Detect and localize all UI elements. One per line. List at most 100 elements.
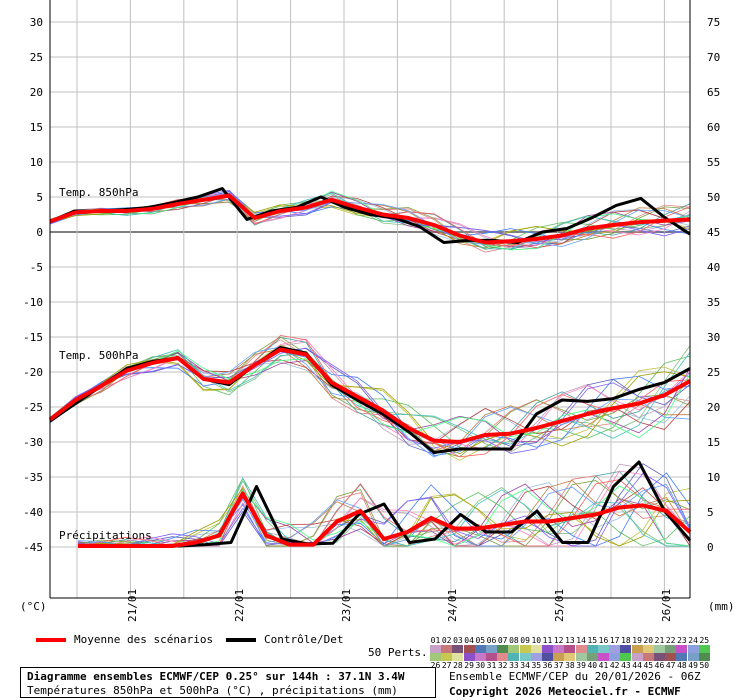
legend-mean-swatch — [36, 637, 66, 642]
pert-swatch — [631, 645, 643, 653]
pert-number: 17 — [609, 636, 620, 645]
pert-swatch — [452, 653, 464, 661]
pert-swatch — [575, 653, 587, 661]
pert-swatch — [463, 653, 475, 661]
legend-mean-label: Moyenne des scénarios — [74, 633, 214, 646]
pert-line-850 — [49, 197, 691, 250]
pert-line-850 — [49, 193, 691, 245]
right-tick-label: 45 — [707, 226, 720, 239]
pert-swatch — [430, 645, 441, 653]
pert-number: 31 — [486, 661, 497, 670]
right-tick-label: 5 — [707, 506, 714, 519]
pert-swatch — [530, 645, 542, 653]
pert-number: 43 — [621, 661, 631, 670]
pert-swatch — [430, 653, 441, 661]
left-tick-label: 0 — [36, 226, 43, 239]
pert-swatch — [553, 645, 565, 653]
x-tick-label: 26/01 — [660, 589, 673, 622]
copyright: Copyright 2026 Meteociel.fr - ECMWF — [449, 685, 681, 698]
pert-swatch — [665, 653, 677, 661]
main-series — [48, 187, 692, 548]
pert-number: 20 — [643, 636, 654, 645]
pert-number: 08 — [509, 636, 519, 645]
pert-swatch — [676, 653, 688, 661]
pert-swatch — [620, 645, 632, 653]
pert-swatch — [654, 653, 665, 661]
pert-number: 13 — [565, 636, 575, 645]
pert-swatch — [463, 645, 475, 653]
pert-number: 24 — [688, 636, 698, 645]
pert-swatch — [519, 653, 531, 661]
right-tick-label: 15 — [707, 436, 720, 449]
left-tick-label: -20 — [23, 366, 43, 379]
pert-number: 29 — [464, 661, 474, 670]
pert-number: 36 — [542, 661, 553, 670]
left-tick-label: -40 — [23, 506, 43, 519]
pert-swatch — [542, 653, 553, 661]
left-tick-label: 10 — [30, 156, 43, 169]
pert-number: 26 — [430, 661, 441, 670]
right-tick-label: 25 — [707, 366, 720, 379]
x-tick-label: 24/01 — [446, 589, 459, 622]
pert-number: 15 — [587, 636, 598, 645]
pert-number: 50 — [699, 661, 710, 670]
right-tick-label: 75 — [707, 16, 720, 29]
x-tick-label: 23/01 — [340, 589, 353, 622]
pert-number: 12 — [553, 636, 564, 645]
left-tick-label: -35 — [23, 471, 43, 484]
perturbation-lines — [49, 189, 691, 547]
left-tick-label: -30 — [23, 436, 43, 449]
legend-control: Contrôle/Det — [226, 633, 343, 646]
pert-number: 03 — [453, 636, 463, 645]
pert-number: 48 — [677, 661, 687, 670]
pert-number: 05 — [475, 636, 486, 645]
pert-line-500 — [49, 339, 691, 451]
pert-swatch — [586, 653, 598, 661]
pert-swatch — [620, 653, 632, 661]
pert-number: 27 — [441, 661, 452, 670]
pert-swatch — [486, 645, 497, 653]
pert-number: 22 — [665, 636, 676, 645]
pert-swatch — [676, 645, 688, 653]
pert-number: 37 — [553, 661, 564, 670]
pert-number: 06 — [486, 636, 497, 645]
right-axis-unit: (mm) — [708, 600, 735, 613]
pert-swatch — [441, 653, 453, 661]
chart-title: Diagramme ensembles ECMWF/CEP 0.25° sur … — [27, 670, 405, 683]
pert-swatch — [497, 645, 509, 653]
legend-control-label: Contrôle/Det — [264, 633, 344, 646]
pert-swatch — [474, 653, 486, 661]
label-precipitations: Précipitations — [59, 529, 152, 542]
pert-swatch — [698, 653, 710, 661]
pert-number: 14 — [576, 636, 586, 645]
pert-number: 49 — [688, 661, 698, 670]
pert-number: 23 — [677, 636, 687, 645]
pert-line-precip — [77, 472, 691, 547]
pert-swatch — [654, 645, 665, 653]
left-tick-label: 5 — [36, 191, 43, 204]
legend-control-swatch — [226, 637, 256, 642]
pert-swatch — [631, 653, 643, 661]
pert-swatch — [609, 645, 621, 653]
left-axis-unit: (°C) — [20, 600, 47, 613]
pert-number: 11 — [542, 636, 553, 645]
right-tick-label: 55 — [707, 156, 720, 169]
pert-swatch — [609, 653, 621, 661]
pert-swatch — [564, 645, 576, 653]
pert-number: 32 — [497, 661, 508, 670]
pert-line-500 — [49, 338, 691, 452]
right-tick-label: 50 — [707, 191, 720, 204]
pert-swatch — [598, 653, 609, 661]
label-temp-500: Temp. 500hPa — [59, 349, 138, 362]
pert-number: 42 — [609, 661, 620, 670]
pert-number: 47 — [665, 661, 676, 670]
pert-swatch — [441, 645, 453, 653]
pert-number: 39 — [576, 661, 586, 670]
x-tick-label: 22/01 — [233, 589, 246, 622]
right-tick-label: 65 — [707, 86, 720, 99]
pert-swatch — [474, 645, 486, 653]
right-tick-label: 70 — [707, 51, 720, 64]
pert-swatch — [642, 645, 654, 653]
pert-number: 01 — [430, 636, 441, 645]
